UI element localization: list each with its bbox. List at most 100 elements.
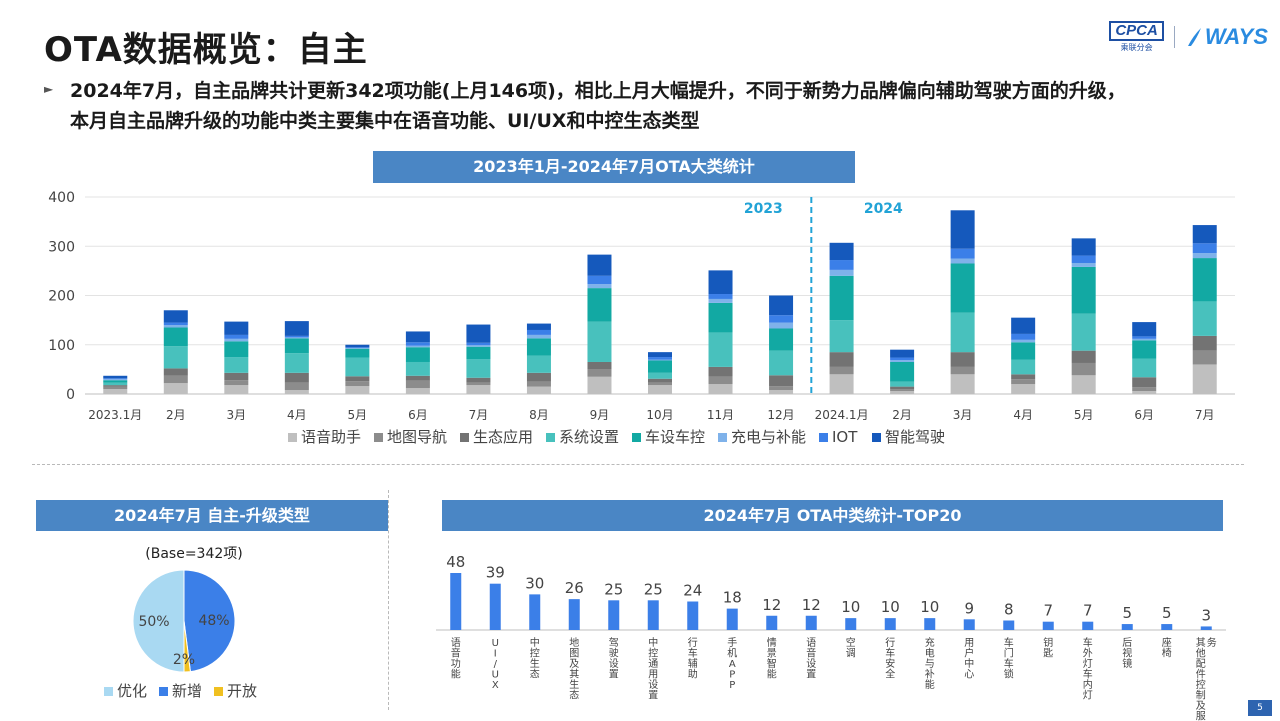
top20-category-char: 户 xyxy=(964,647,974,660)
stacked-bar-segment xyxy=(1193,225,1217,243)
top20-value-label: 5 xyxy=(1122,604,1132,622)
stacked-bar-segment xyxy=(648,385,672,394)
year-annotation-2023: 2023 xyxy=(744,201,783,217)
stacked-bar-segment xyxy=(648,357,672,359)
stacked-bar-segment xyxy=(1132,322,1156,336)
x-tick-label: 7月 xyxy=(1195,408,1215,422)
stacked-bar-segment xyxy=(1011,374,1035,379)
stacked-bar-segment xyxy=(769,386,793,390)
y-tick-label: 100 xyxy=(48,338,75,354)
top20-bar-chart: 48语音功能39UI/UX30中控生态26地图及其生态25驾驶设置25中控通用设… xyxy=(430,531,1230,721)
top20-category-label: 座椅 xyxy=(1162,636,1172,660)
legend-swatch xyxy=(546,433,555,442)
legend-swatch xyxy=(460,433,469,442)
top20-category-char: 制 xyxy=(1196,689,1206,702)
x-tick-label: 6月 xyxy=(408,408,428,422)
top20-category-char: 安 xyxy=(885,657,895,670)
stacked-bar-segment xyxy=(587,255,611,276)
top20-category-char: 功 xyxy=(451,658,461,670)
stacked-bar-segment xyxy=(830,367,854,374)
top20-category-char: 及 xyxy=(1196,700,1206,712)
top20-category-char: 钥 xyxy=(1043,636,1053,649)
stacked-bar-segment xyxy=(164,325,188,327)
top20-category-char: 车 xyxy=(1004,657,1014,670)
top20-value-label: 3 xyxy=(1201,606,1211,624)
stacked-bar-segment xyxy=(345,349,369,358)
legend-label: IOT xyxy=(832,428,858,446)
top20-category-char: 语 xyxy=(806,637,816,649)
year-annotation-2024: 2024 xyxy=(864,201,903,217)
stacked-bar-segment xyxy=(951,249,975,259)
stacked-bar-segment xyxy=(830,352,854,367)
top20-value-label: 12 xyxy=(802,596,821,614)
stacked-bar-segment xyxy=(890,389,914,391)
stacked-bar-segment xyxy=(345,358,369,377)
top20-bar xyxy=(1122,624,1133,630)
top20-category-char: 辅 xyxy=(688,657,698,670)
top20-category-char: 设 xyxy=(648,679,658,691)
stacked-bar-segment xyxy=(527,356,551,373)
stacked-bar-segment xyxy=(587,369,611,376)
stacked-bar-segment xyxy=(527,373,551,382)
stacked-bar-segment xyxy=(285,390,309,394)
stacked-bar-segment xyxy=(164,346,188,368)
stacked-bar-segment xyxy=(709,384,733,394)
top20-category-char: 设 xyxy=(806,658,816,670)
stacked-bar-segment xyxy=(1193,258,1217,301)
top20-bar xyxy=(885,618,896,630)
top20-category-char: 生 xyxy=(530,657,540,670)
stacked-bar-segment xyxy=(1193,301,1217,335)
top20-category-char: 电 xyxy=(925,647,935,660)
legend-label: 生态应用 xyxy=(473,428,533,446)
top20-category-char: 音 xyxy=(451,647,461,660)
stacked-bar-segment xyxy=(164,368,188,375)
stacked-bar-segment xyxy=(951,210,975,248)
stacked-bar-segment xyxy=(406,381,430,388)
top20-category-char: 车 xyxy=(1083,668,1093,681)
top20-category-char: 门 xyxy=(1004,647,1014,660)
top20-category-char: 与 xyxy=(925,658,935,670)
top20-category-char: 件 xyxy=(1196,669,1206,681)
stacked-bar-segment xyxy=(1072,351,1096,363)
stacked-bar-segment xyxy=(285,321,309,336)
x-tick-label: 4月 xyxy=(1013,408,1033,422)
top20-bar xyxy=(1161,624,1172,630)
stacked-bar-segment xyxy=(1193,253,1217,258)
top20-bar xyxy=(608,600,619,630)
stacked-bar-segment xyxy=(890,358,914,360)
top20-bar xyxy=(1201,626,1212,630)
top20-category-char: I xyxy=(494,649,497,660)
top20-bar xyxy=(806,616,817,630)
top20-category-char: 行 xyxy=(885,636,895,649)
page-number: 5 xyxy=(1248,700,1272,716)
top20-category-char: 情 xyxy=(767,636,777,649)
x-tick-label: 3月 xyxy=(226,408,246,422)
stacked-bar-segment xyxy=(406,347,430,362)
stacked-bar-segment xyxy=(709,270,733,294)
stacked-bar-segment xyxy=(164,376,188,383)
top20-category-char: 务 xyxy=(1207,636,1217,649)
stacked-bar-segment xyxy=(830,276,854,320)
stacked-bar-segment xyxy=(709,294,733,299)
x-tick-label: 6月 xyxy=(1134,408,1154,422)
top20-category-char: 空 xyxy=(846,636,856,649)
stacked-bar-segment xyxy=(466,385,490,394)
stacked-bar-segment xyxy=(224,357,248,373)
stacked-bar-segment xyxy=(466,343,490,345)
top20-category-char: 车 xyxy=(885,647,895,660)
top20-category-char: 车 xyxy=(688,647,698,660)
legend-label: 车设车控 xyxy=(645,428,705,446)
stacked-bar-segment xyxy=(830,374,854,394)
stacked-bar-segment xyxy=(527,324,551,330)
legend-swatch xyxy=(374,433,383,442)
pie-legend-swatch xyxy=(104,687,113,696)
top20-category-char: 调 xyxy=(846,648,856,660)
top20-category-char: 灯 xyxy=(1083,690,1093,702)
top20-value-label: 26 xyxy=(565,579,584,597)
stacked-bar-segment xyxy=(1132,377,1156,387)
